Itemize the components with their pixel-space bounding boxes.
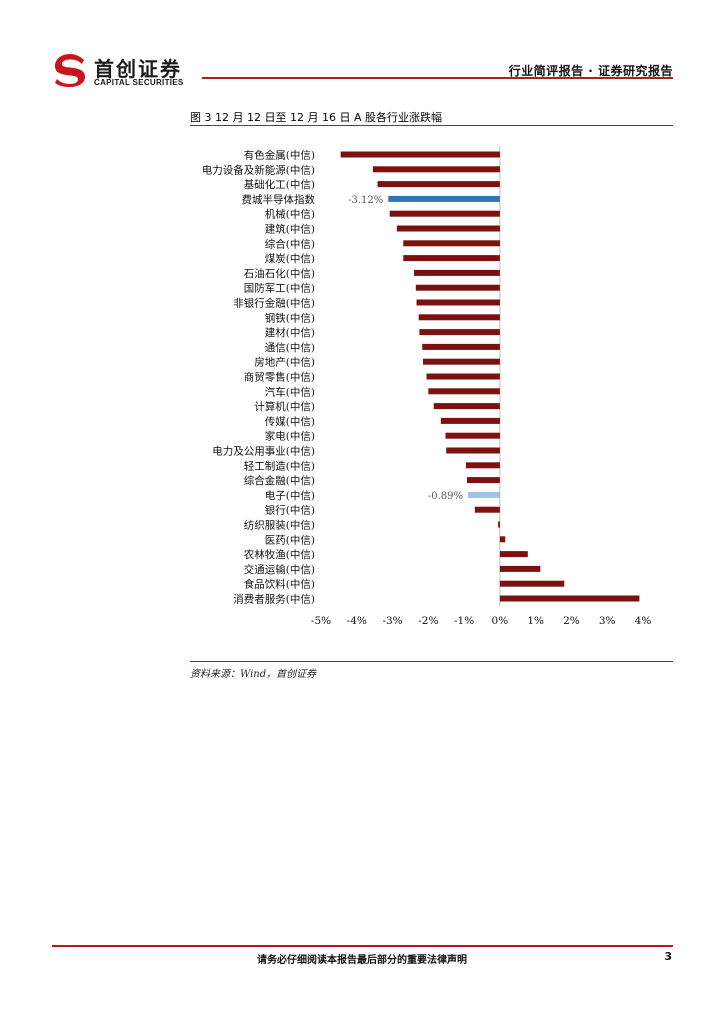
bar	[474, 506, 500, 513]
bar	[422, 343, 500, 350]
category-label: 石油石化(中信)	[244, 267, 315, 280]
category-label: 基础化工(中信)	[244, 178, 315, 191]
x-tick-label: -5%	[311, 615, 331, 627]
x-tick-label: 0%	[492, 615, 509, 627]
category-label: 建筑(中信)	[265, 223, 315, 236]
bar	[499, 595, 640, 602]
chart-canvas: 有色金属(中信)电力设备及新能源(中信) 基础化工(中信) 费城半导体指数 -3.12…	[202, 146, 652, 627]
category-label: 农林牧渔(中信)	[244, 548, 315, 561]
industry-return-chart: 有色金属(中信) 电力设备及新能源(中信) 基础化工(中信) 费城半导体指数 -3.12…	[190, 135, 673, 635]
data-label: -3.12%	[348, 195, 383, 206]
source-divider	[190, 661, 673, 662]
bar	[446, 447, 500, 454]
category-label: 费城半导体指数	[242, 193, 316, 206]
category-label: 消费者服务(中信)	[233, 593, 315, 606]
bar	[498, 521, 500, 528]
bar	[414, 269, 500, 276]
category-label: 非银行金融(中信)	[233, 297, 315, 310]
bar	[499, 580, 565, 587]
footer-divider	[52, 945, 673, 947]
bar	[372, 166, 500, 173]
bar	[445, 432, 500, 439]
logo-english-text: CAPITAL SECURITIES	[94, 78, 184, 87]
category-label: 计算机(中信)	[254, 400, 315, 413]
report-type-title: 行业简评报告 · 证券研究报告	[508, 64, 673, 78]
bar	[465, 462, 500, 469]
category-label: 钢铁(中信)	[265, 311, 315, 324]
category-label: 煤炭(中信)	[265, 252, 315, 265]
bar	[426, 373, 500, 380]
bar	[499, 565, 541, 572]
logo-mark-icon	[55, 54, 85, 87]
category-label: 商贸零售(中信)	[244, 371, 315, 384]
bar	[468, 491, 500, 498]
company-logo: 首创证券 CAPITAL SECURITIES	[52, 52, 192, 88]
bar	[389, 210, 500, 217]
bar	[396, 225, 500, 232]
x-tick-label: 1%	[527, 615, 544, 627]
x-tick-label: -4%	[347, 615, 367, 627]
header-divider	[202, 77, 673, 79]
category-label: 纺织服装(中信)	[244, 519, 315, 532]
x-tick-label: 3%	[599, 615, 616, 627]
bar	[428, 388, 500, 395]
bar	[415, 284, 500, 291]
x-tick-label: -1%	[454, 615, 474, 627]
bar	[440, 417, 500, 424]
footer-disclaimer: 请务必仔细阅读本报告最后部分的重要法律声明	[257, 955, 467, 966]
category-label: 轻工制造(中信)	[244, 459, 315, 472]
bar	[340, 151, 500, 158]
logo-chinese-text: 首创证券	[94, 57, 182, 81]
bar	[422, 358, 500, 365]
bar	[377, 181, 500, 188]
bar	[418, 314, 500, 321]
bar	[499, 551, 528, 558]
category-label: 房地产(中信)	[254, 356, 315, 369]
category-label: 电子(中信)	[265, 489, 315, 502]
x-tick-label: -3%	[382, 615, 402, 627]
bar	[433, 403, 500, 410]
category-label: 机械(中信)	[265, 208, 315, 221]
category-label: 家电(中信)	[265, 430, 315, 443]
category-label: 电力设备及新能源(中信)	[202, 163, 315, 176]
figure-source: 资料来源：Wind，首创证券	[190, 669, 317, 680]
bar	[403, 240, 500, 247]
figure-title: 图 3 12 月 12 日至 12 月 16 日 A 股各行业涨跌幅	[190, 111, 442, 124]
category-label: 电力及公用事业(中信)	[212, 445, 315, 458]
category-label: 国防军工(中信)	[244, 282, 315, 295]
x-tick-label: -2%	[418, 615, 438, 627]
bar	[403, 255, 500, 262]
bar	[499, 536, 506, 543]
category-label: 有色金属(中信)	[244, 149, 315, 162]
category-label: 建材(中信)	[265, 326, 315, 339]
category-label: 综合(中信)	[265, 237, 315, 250]
page-number: 3	[664, 950, 672, 963]
category-label: 综合金融(中信)	[244, 474, 315, 487]
category-label: 食品饮料(中信)	[244, 578, 315, 591]
category-label: 交通运输(中信)	[244, 563, 315, 576]
x-tick-label: 2%	[563, 615, 580, 627]
category-label: 医药(中信)	[265, 533, 315, 546]
category-label: 银行(中信)	[265, 504, 315, 517]
bar	[388, 195, 500, 202]
figure-title-divider	[190, 125, 673, 126]
bar	[416, 299, 500, 306]
bar	[466, 477, 500, 484]
page-header: 首创证券 CAPITAL SECURITIES 行业简评报告 · 证券研究报告	[52, 50, 673, 90]
bar	[419, 329, 500, 336]
category-label: 传媒(中信)	[265, 415, 315, 428]
category-label: 通信(中信)	[265, 341, 315, 354]
category-label: 汽车(中信)	[265, 385, 315, 398]
x-tick-label: 4%	[635, 615, 652, 627]
data-label: -0.89%	[428, 491, 463, 502]
